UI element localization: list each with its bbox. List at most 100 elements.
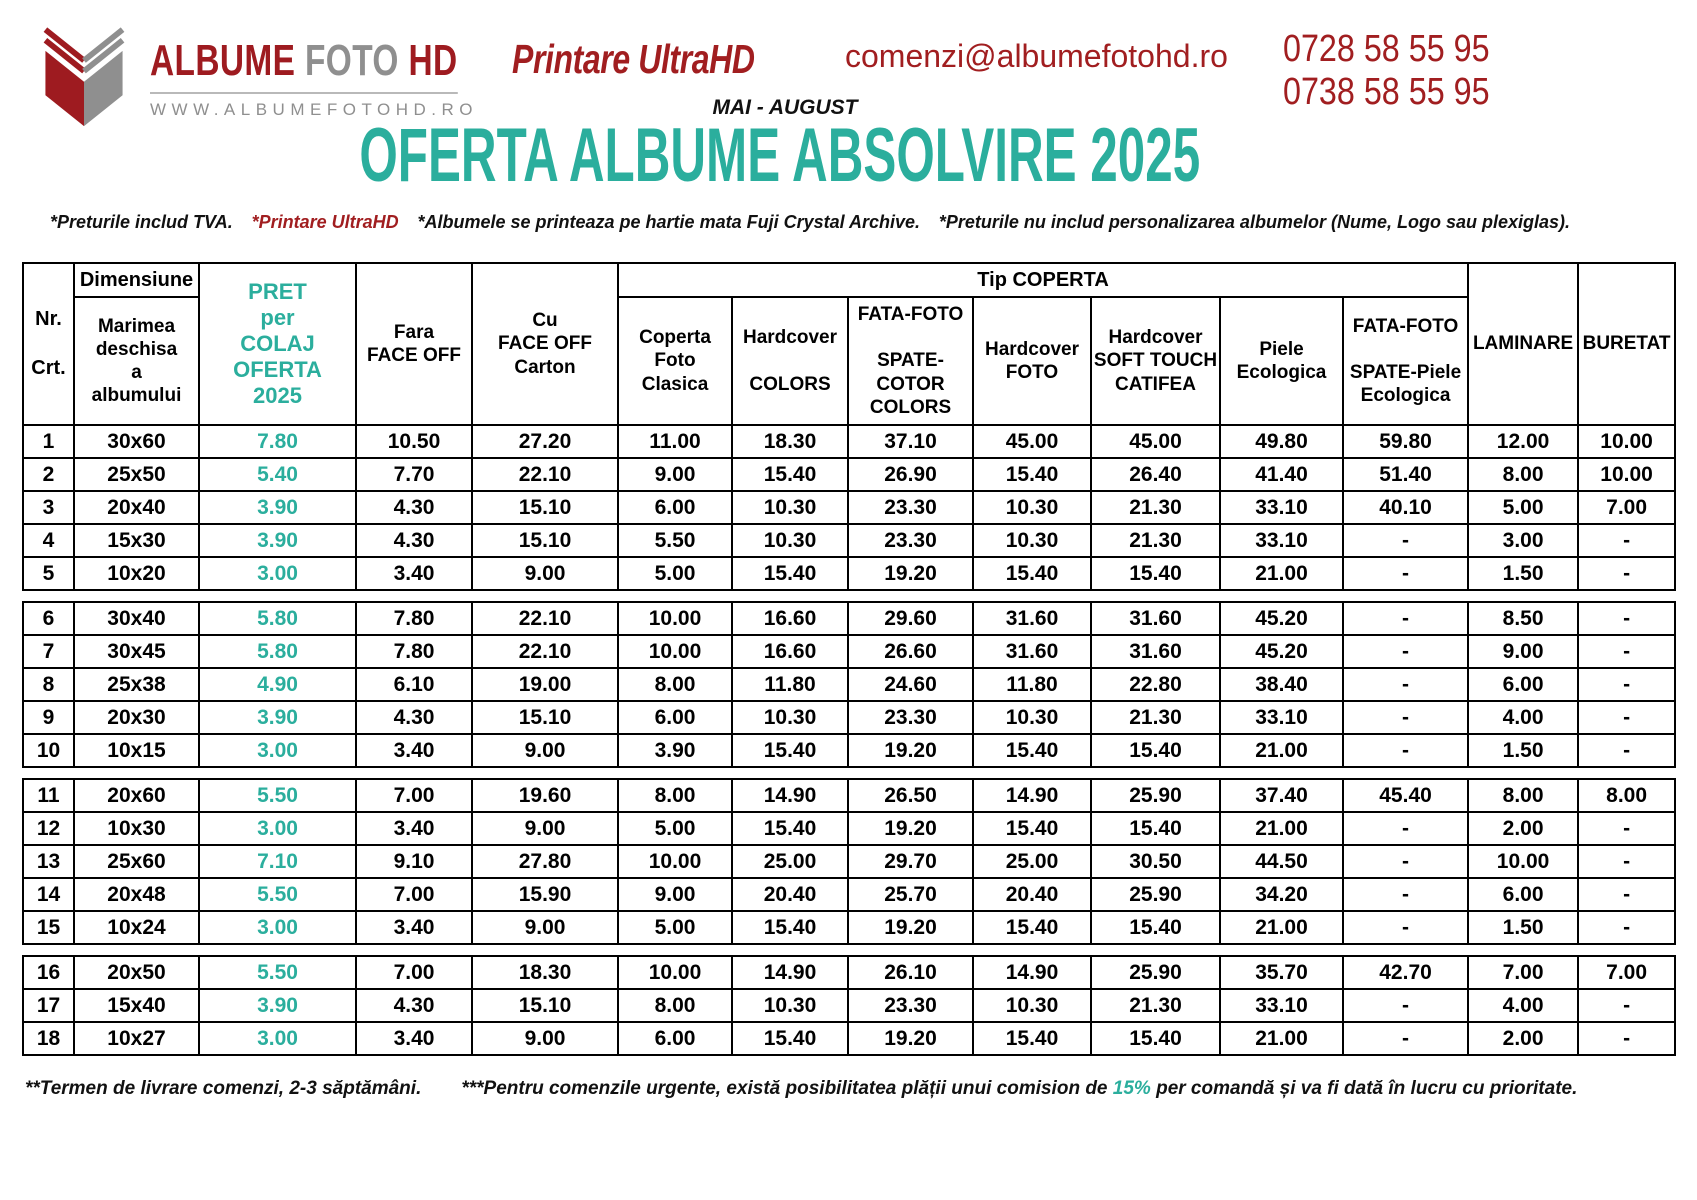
price-cell: 33.10 [1219,700,1344,735]
row-number: 17 [22,988,75,1023]
row-number: 10 [22,733,75,768]
price-cell: 41.40 [1219,457,1344,492]
pret-colaj-cell: 5.50 [198,778,357,813]
pret-colaj-cell: 3.90 [198,523,357,558]
row-number: 1 [22,424,75,459]
row-number: 4 [22,523,75,558]
price-cell: 14.90 [972,955,1092,990]
price-cell: - [1577,601,1677,636]
brand-word-albume: ALBUME [150,36,296,85]
price-cell: - [1341,733,1470,768]
price-cell: 21.30 [1090,523,1221,558]
col-header-dimensiune: Dimensiune [73,262,200,298]
price-cell: 16.60 [731,601,849,636]
dimension-cell: 10x20 [73,556,200,591]
price-cell: 6.00 [1467,877,1580,912]
dimension-cell: 20x48 [73,877,200,912]
table-row: 11 20x60 5.50 7.00 19.60 8.00 14.90 26.50 14.90 2… [22,778,1677,813]
price-cell: 25.70 [847,877,974,912]
price-cell: - [1577,700,1677,735]
price-cell: 15.40 [731,556,849,591]
price-cell: 5.00 [617,556,733,591]
price-cell: 37.40 [1219,778,1344,813]
price-cell: 15.40 [972,457,1092,492]
price-cell: 29.60 [847,601,974,636]
price-cell: 3.40 [355,1021,473,1056]
price-cell: - [1577,634,1677,669]
price-cell: - [1341,634,1470,669]
col-header-laminare: LAMINARE [1467,262,1580,426]
price-cell: 25.90 [1090,778,1221,813]
price-cell: 2.00 [1467,1021,1580,1056]
price-cell: - [1341,700,1470,735]
price-cell: - [1577,523,1677,558]
price-cell: 15.40 [1090,556,1221,591]
price-cell: 23.30 [847,523,974,558]
price-cell: 16.60 [731,634,849,669]
note-personalizare: *Preturile nu includ personalizarea albu… [938,212,1570,232]
brand-logo [30,20,138,128]
note-tva: *Preturile includ TVA. [50,212,233,232]
price-cell: 8.00 [617,667,733,702]
price-cell: 25.00 [731,844,849,879]
dimension-cell: 25x50 [73,457,200,492]
col-header-pret-colaj: PRET per COLAJ OFERTA 2025 [198,262,357,426]
price-cell: 15.40 [1090,733,1221,768]
contact-phones: 0728 58 55 95 0738 58 55 95 [1283,28,1526,113]
price-cell: 6.00 [1467,667,1580,702]
pret-colaj-cell: 5.40 [198,457,357,492]
price-cell: 10.00 [617,634,733,669]
season-label: MAI - AUGUST [712,96,858,119]
price-cell: 19.20 [847,1021,974,1056]
price-cell: 5.00 [1467,490,1580,525]
table-row: 6 30x40 5.80 7.80 22.10 10.00 16.60 29.60 31.60 3… [22,601,1677,636]
price-cell: 14.90 [972,778,1092,813]
price-cell: 10.30 [731,700,849,735]
price-cell: 6.00 [617,490,733,525]
col-header-soft-touch-catifea: Hardcover SOFT TOUCH CATIFEA [1090,296,1221,426]
price-cell: 8.00 [1577,778,1677,813]
price-cell: 21.00 [1219,811,1344,846]
price-cell: 22.10 [471,457,619,492]
price-cell: 21.30 [1090,988,1221,1023]
col-header-cu-face-off: Cu FACE OFF Carton [471,262,619,426]
row-number: 18 [22,1021,75,1056]
dimension-cell: 10x24 [73,910,200,945]
price-cell: 5.00 [617,910,733,945]
notes-row: *Preturile includ TVA. *Printare UltraHD… [50,212,1570,233]
row-number: 15 [22,910,75,945]
price-cell: - [1577,556,1677,591]
price-cell: 18.30 [731,424,849,459]
pret-colaj-cell: 7.80 [198,424,357,459]
price-cell: 19.20 [847,556,974,591]
price-table: Nr. Crt. Dimensiune PRET per COLAJ OFERT… [22,262,1677,1056]
price-cell: 11.00 [617,424,733,459]
price-cell: - [1341,877,1470,912]
table-row: 15 10x24 3.00 3.40 9.00 5.00 15.40 19.20 15.40 15… [22,910,1677,945]
price-cell: 45.20 [1219,634,1344,669]
price-cell: 3.00 [1467,523,1580,558]
pret-colaj-cell: 7.10 [198,844,357,879]
brand-name: ALBUME FOTO HD [150,36,458,94]
price-cell: 27.20 [471,424,619,459]
price-cell: 45.00 [972,424,1092,459]
pret-colaj-cell: 3.00 [198,1021,357,1056]
col-header-buretat: BURETAT [1577,262,1677,426]
price-cell: 9.00 [471,556,619,591]
brand-word-foto: FOTO [304,36,399,85]
price-cell: 15.40 [972,910,1092,945]
price-cell: 10.30 [972,523,1092,558]
price-cell: 15.40 [972,1021,1092,1056]
table-row: 16 20x50 5.50 7.00 18.30 10.00 14.90 26.10 14.90… [22,955,1677,990]
price-cell: 15.40 [972,556,1092,591]
group-spacer-cell [23,944,1675,956]
price-cell: 6.00 [617,700,733,735]
dimension-cell: 30x40 [73,601,200,636]
col-header-coperta-clasica: Coperta Foto Clasica [617,296,733,426]
price-cell: - [1341,523,1470,558]
price-cell: 7.70 [355,457,473,492]
col-header-hardcover-colors: Hardcover COLORS [731,296,849,426]
col-header-marimea: Marimea deschisa a albumului [73,296,200,426]
price-cell: 31.60 [1090,634,1221,669]
price-cell: 45.20 [1219,601,1344,636]
